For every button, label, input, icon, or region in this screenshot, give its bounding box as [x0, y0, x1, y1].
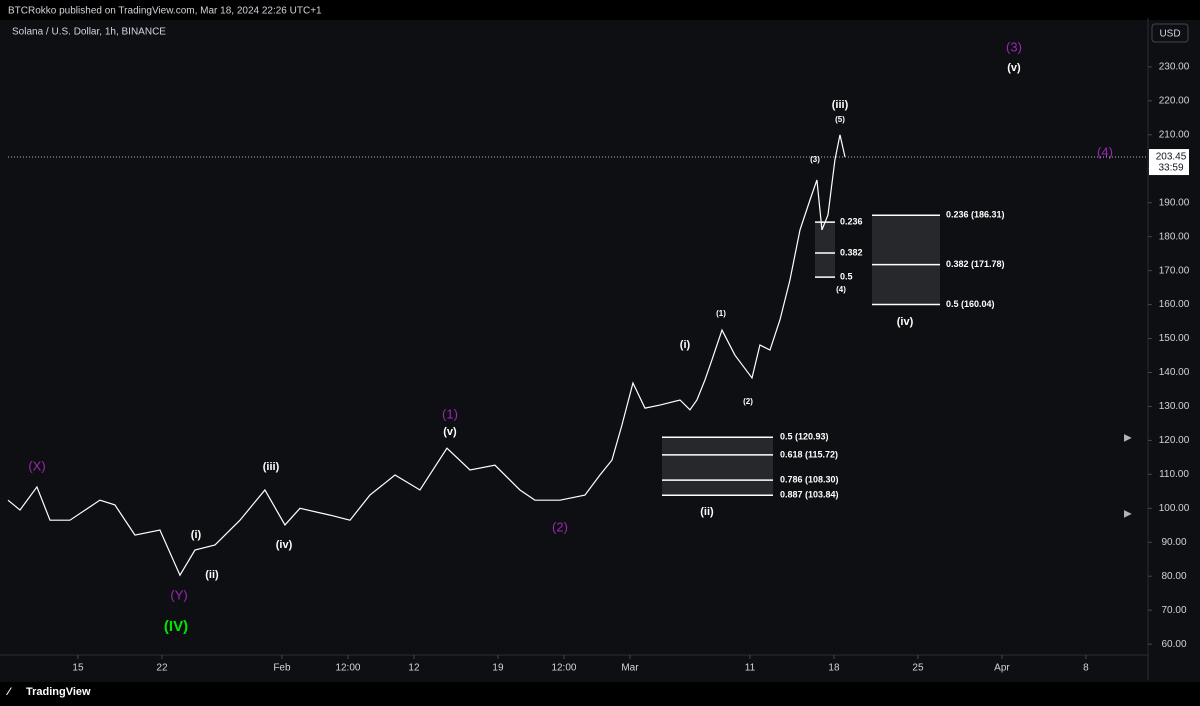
y-tick-label: 160.00 — [1159, 299, 1190, 310]
fib-label: 0.236 — [840, 216, 863, 226]
last-price-label: 203.45 — [1156, 152, 1187, 163]
symbol-title: Solana / U.S. Dollar, 1h, BINANCE — [12, 27, 166, 38]
wave-label: (Y) — [170, 587, 187, 602]
arrow: ▶ — [1124, 509, 1132, 520]
wave-label: (ii) — [700, 506, 714, 518]
x-tick-label: 19 — [492, 663, 504, 674]
fib-label: 0.382 (171.78) — [946, 259, 1005, 269]
fib-label: 0.236 (186.31) — [946, 210, 1005, 220]
wave-label: (iii) — [263, 461, 280, 473]
x-tick-label: 12 — [408, 663, 420, 674]
wave-label: (1) — [442, 406, 458, 421]
wave-label: (4) — [836, 285, 846, 294]
wave-label: (ii) — [205, 569, 219, 581]
publisher: BTCRokko published on TradingView.com, M… — [8, 6, 322, 17]
fib-box — [662, 437, 773, 496]
y-tick-label: 190.00 — [1159, 197, 1190, 208]
y-tick-label: 150.00 — [1159, 333, 1190, 344]
fib-box — [815, 222, 835, 278]
fib-label: 0.382 — [840, 247, 863, 257]
wave-label: (iii) — [832, 99, 849, 111]
last-price-box — [1149, 149, 1189, 176]
wave-label: (IV) — [164, 618, 188, 635]
wave-label: (v) — [1007, 62, 1021, 74]
x-tick-label: 12:00 — [335, 663, 360, 674]
x-tick-label: 11 — [745, 663, 756, 674]
wave-label: (iv) — [897, 316, 914, 328]
y-tick-label: 180.00 — [1159, 231, 1190, 242]
y-tick-label: 210.00 — [1159, 129, 1190, 140]
wave-label: (iv) — [276, 539, 293, 551]
y-tick-label: 230.00 — [1159, 62, 1190, 73]
x-tick-label: 12:00 — [551, 663, 576, 674]
y-tick-label: 140.00 — [1159, 367, 1190, 378]
wave-label: (i) — [680, 339, 691, 351]
top-bar — [0, 0, 1200, 20]
y-tick-label: 60.00 — [1161, 639, 1186, 650]
x-tick-label: Feb — [273, 663, 291, 674]
fib-label: 0.5 — [840, 271, 853, 281]
y-tick-label: 220.00 — [1159, 95, 1190, 106]
x-tick-label: 15 — [72, 663, 84, 674]
fib-label: 0.786 (108.30) — [780, 475, 839, 485]
wave-label: (2) — [743, 397, 753, 406]
fib-label: 0.887 (103.84) — [780, 490, 839, 500]
x-tick-label: 22 — [156, 663, 168, 674]
x-tick-label: Mar — [621, 663, 639, 674]
wave-label: (5) — [835, 115, 845, 124]
y-tick-label: 120.00 — [1159, 435, 1190, 446]
wave-label: (1) — [716, 309, 726, 318]
y-tick-label: 110.00 — [1159, 469, 1189, 480]
wave-label: (3) — [1006, 39, 1022, 54]
brand-logo: ⁄ — [5, 686, 12, 698]
currency-button[interactable] — [1151, 23, 1189, 43]
wave-label: (v) — [443, 426, 457, 438]
y-tick-label: 130.00 — [1159, 401, 1190, 412]
wave-label: (4) — [1097, 144, 1113, 159]
x-tick-label: 8 — [1083, 663, 1089, 674]
fib-label: 0.5 (160.04) — [946, 299, 995, 309]
x-tick-label: Apr — [994, 663, 1010, 674]
countdown-label: 33:59 — [1158, 163, 1183, 174]
fib-box — [872, 215, 940, 305]
currency[interactable]: USD — [1159, 29, 1180, 40]
y-tick-label: 90.00 — [1161, 537, 1186, 548]
wave-label: (i) — [191, 529, 202, 541]
wave-label: (X) — [28, 458, 45, 473]
y-tick-label: 80.00 — [1161, 571, 1186, 582]
y-tick-label: 170.00 — [1159, 265, 1190, 276]
x-tick-label: 25 — [912, 663, 924, 674]
fib-label: 0.5 (120.93) — [780, 432, 829, 442]
x-tick-label: 18 — [828, 663, 840, 674]
arrow: ▶ — [1124, 433, 1132, 444]
y-tick-label: 70.00 — [1161, 605, 1186, 616]
price-line — [7, 134, 846, 577]
wave-label: (3) — [810, 155, 820, 164]
fib-label: 0.618 (115.72) — [780, 449, 838, 459]
y-tick-label: 100.00 — [1159, 503, 1190, 514]
brand: TradingView — [26, 686, 91, 698]
wave-label: (2) — [552, 519, 568, 534]
footer-bar — [0, 682, 1200, 706]
